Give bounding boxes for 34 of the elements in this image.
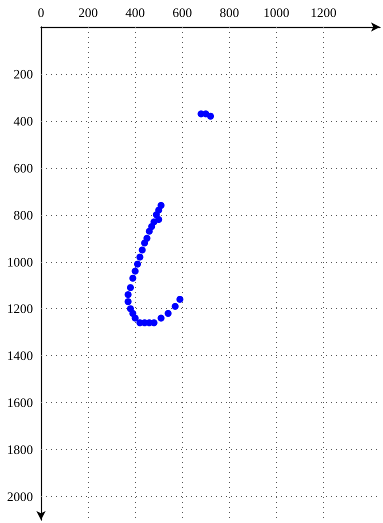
y-tick-label: 1800 — [7, 442, 33, 458]
y-tick-label: 400 — [14, 113, 33, 128]
point — [134, 260, 142, 268]
point — [172, 302, 179, 310]
point — [150, 319, 158, 326]
point — [132, 314, 139, 322]
point — [141, 239, 148, 246]
x-tick-label: 400 — [125, 5, 145, 20]
point — [138, 246, 146, 254]
point — [124, 298, 132, 306]
point — [146, 228, 153, 235]
y-tick-label: 800 — [14, 207, 33, 222]
y-tick-label: 600 — [14, 160, 33, 176]
x-tick-label: 800 — [220, 5, 240, 20]
y-tick-label: 1400 — [7, 348, 33, 364]
x-tick-label: 200 — [78, 5, 98, 20]
point — [136, 254, 144, 261]
point — [124, 291, 132, 298]
y-tick-label: 1600 — [7, 395, 33, 410]
y-tick-label: 1000 — [7, 254, 33, 270]
point — [132, 268, 139, 275]
x-tick-label: 600 — [172, 5, 192, 20]
point — [176, 296, 184, 303]
point — [207, 112, 214, 120]
y-tick-label: 1200 — [7, 301, 33, 316]
point — [158, 314, 165, 322]
y-tick-label: 2000 — [7, 489, 33, 504]
x-tick-label: 1200 — [310, 5, 336, 20]
y-tick-label: 200 — [14, 66, 33, 82]
point — [164, 310, 172, 317]
x-tick-label: 0 — [38, 5, 44, 20]
point — [129, 274, 136, 282]
point — [126, 284, 134, 292]
x-tick-label: 1000 — [263, 5, 290, 20]
